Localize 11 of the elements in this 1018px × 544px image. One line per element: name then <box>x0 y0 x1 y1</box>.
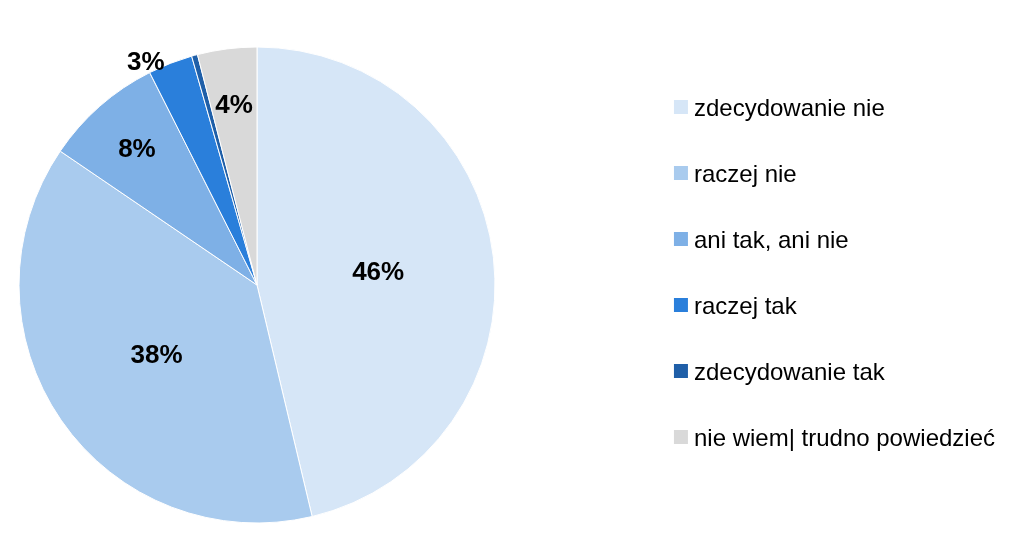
data-label: 4% <box>215 89 253 120</box>
legend-label: zdecydowanie nie <box>693 93 885 121</box>
legend-label: nie wiem| trudno powiedzieć <box>693 423 996 451</box>
data-label: 38% <box>130 339 183 370</box>
legend-label: raczej nie <box>693 159 797 187</box>
legend-label: zdecydowanie tak <box>693 357 886 385</box>
data-label: 3% <box>126 46 165 77</box>
legend-label: raczej tak <box>693 291 798 319</box>
data-label: 46% <box>352 255 405 286</box>
data-label: 8% <box>118 133 156 164</box>
legend-label: ani tak, ani nie <box>693 225 849 253</box>
